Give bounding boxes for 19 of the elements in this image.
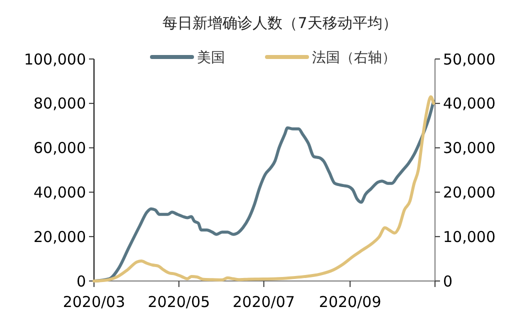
y2-tick-label: 40,000 — [443, 94, 496, 113]
y2-tick-label: 20,000 — [443, 183, 496, 202]
y-tick-label: 80,000 — [34, 94, 86, 113]
y2-tick-label: 50,000 — [443, 50, 496, 68]
y2-tick-label: 30,000 — [443, 139, 496, 158]
y-tick-label: 100,000 — [24, 50, 86, 68]
x-tick-label: 2020/03 — [62, 293, 126, 311]
y2-tick-label: 0 — [443, 272, 453, 290]
y2-tick-label: 10,000 — [443, 228, 496, 246]
y-tick-label: 20,000 — [34, 228, 86, 246]
x-tick-label: 2020/07 — [232, 293, 295, 311]
y-tick-label: 60,000 — [34, 139, 86, 158]
legend-label: 法国（右轴） — [312, 50, 396, 66]
legend-label: 美国 — [197, 50, 225, 66]
y-tick-label: 40,000 — [34, 183, 86, 202]
x-tick-label: 2020/05 — [148, 293, 210, 311]
y-tick-label: 0 — [76, 272, 86, 290]
chart-title: 每日新增确诊人数（7天移动平均） — [162, 14, 398, 32]
x-tick-label: 2020/09 — [318, 293, 382, 311]
